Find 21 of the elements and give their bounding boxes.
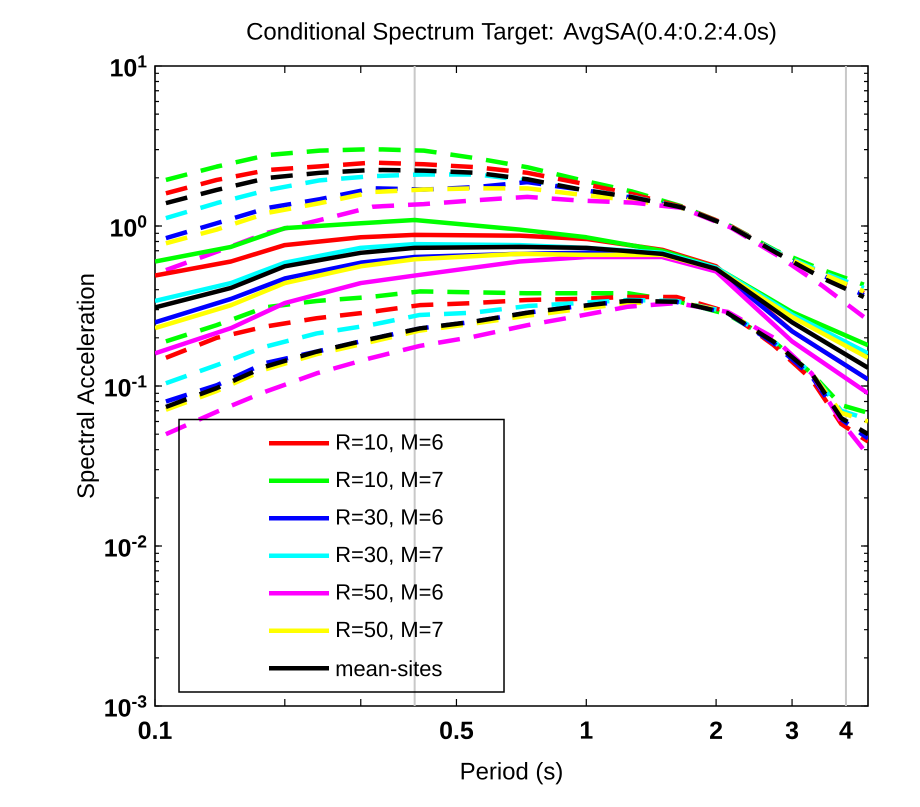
x-tick-label: 4 [839, 722, 853, 739]
x-tick-label: 3 [786, 722, 798, 740]
y-tick-label: 10$^{1}$ [111, 55, 146, 77]
legend-label: R=10, M=6 [337, 434, 443, 452]
legend-label: R=50, M=6 [337, 584, 443, 602]
legend-label: R=10, M=7 [337, 472, 443, 490]
legend-label: R=50, M=7 [337, 622, 443, 640]
x-tick-label: 2 [710, 722, 722, 739]
x-axis-title: Period (s) [462, 762, 562, 784]
y-tick-label: 10$^{0}$ [111, 215, 146, 237]
y-tick-label: 10$^{-1}$ [105, 375, 146, 397]
y-tick-label: 10$^{-2}$ [105, 535, 146, 557]
y-axis-title: Spectral Acceleration [76, 274, 99, 498]
x-tick-label: 0.5 [440, 722, 474, 740]
y-tick-label: 10$^{-3}$ [105, 695, 146, 717]
x-tick-label: 1 [580, 722, 593, 739]
x-tick-label: 0.1 [138, 722, 172, 740]
legend-label: R=30, M=7 [337, 546, 443, 565]
chart-title: Conditional Spectrum Target: AvgSA(0.4:0.2:4.0s) [247, 22, 776, 45]
legend-label: mean-sites [336, 660, 442, 676]
legend-label: R=30, M=6 [337, 509, 443, 528]
